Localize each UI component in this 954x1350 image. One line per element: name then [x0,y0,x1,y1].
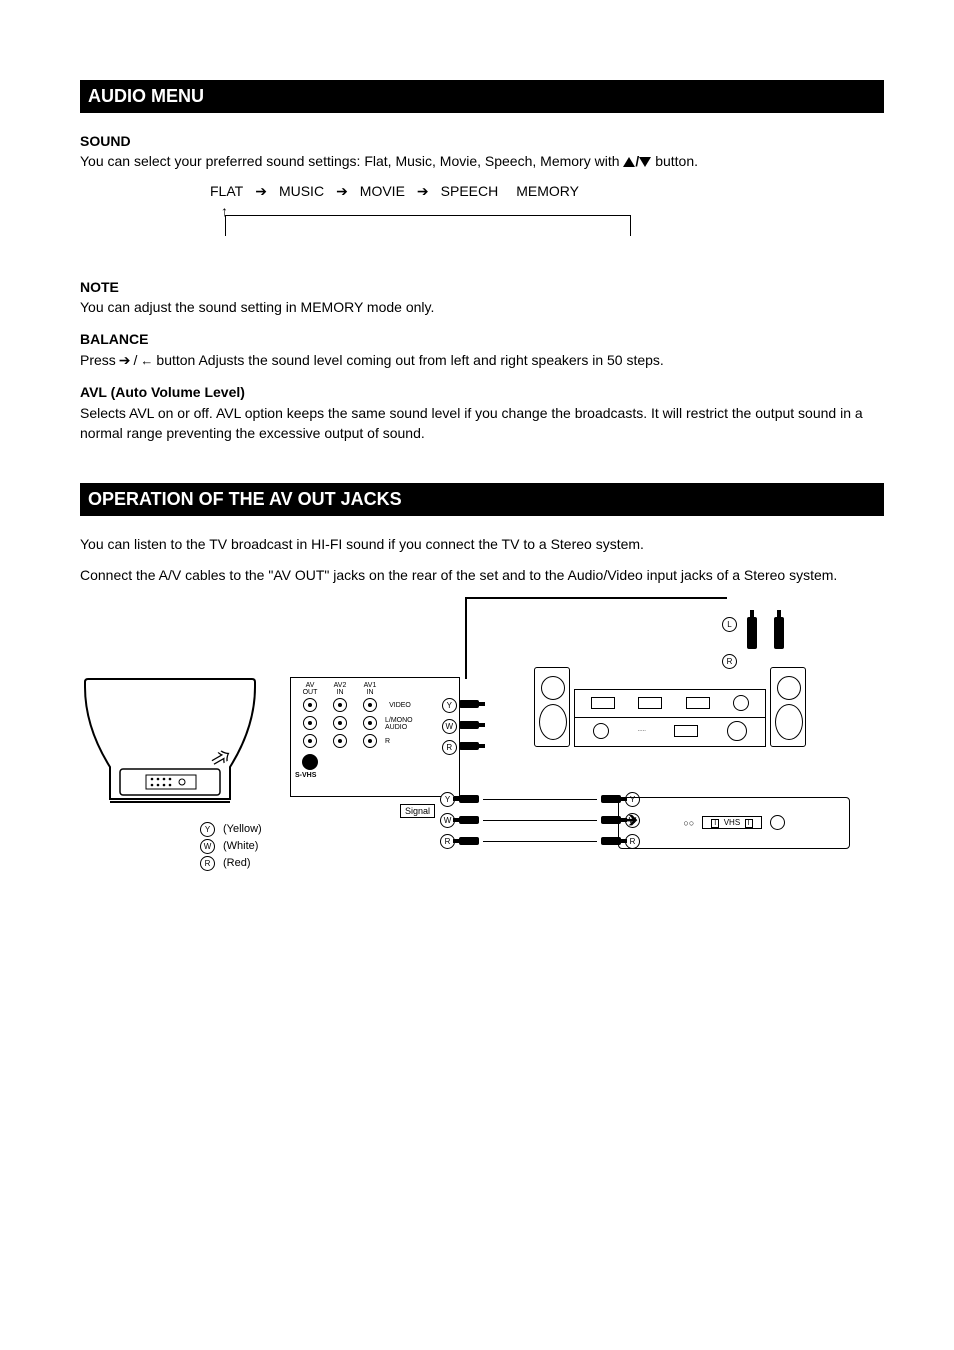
flow-item-1: MUSIC [279,181,324,201]
legend-yellow: (Yellow) [223,823,262,835]
balance-text: Press➔/←button Adjusts the sound level c… [80,350,884,371]
up-triangle-icon [623,152,635,172]
svhs-jack-icon [302,754,318,770]
down-triangle-icon [639,152,651,172]
flow-item-3: SPEECH [441,181,499,201]
sound-text-a: You can select your preferred sound sett… [80,153,623,169]
section1-title: AUDIO MENU [80,80,884,113]
arrow-right-icon: ➔ [336,181,348,201]
sound-text-b: button. [655,153,698,169]
rca-pair: L R [722,617,804,667]
signal-label: Signal [400,804,435,818]
section2-title: OPERATION OF THE AV OUT JACKS [80,483,884,516]
note-text: You can adjust the sound setting in MEMO… [80,297,884,317]
plug-icon [459,742,479,750]
section2-body: You can listen to the TV broadcast in HI… [80,534,884,585]
row-video: VIDEO [385,702,415,709]
legend-y-icon: Y [200,822,215,837]
arrow-right-icon: ➔ [417,181,429,201]
jack-icon [363,716,377,730]
legend-w-icon: W [200,839,215,854]
jack-icon [333,734,347,748]
flow-item-0: FLAT [210,181,243,201]
legend-r-icon: R [200,856,215,871]
arrow-right-icon: ➔ [255,181,267,201]
sound-flow: FLAT ➔ MUSIC ➔ MOVIE ➔ SPEECH MEMORY ↑ [80,181,884,261]
rca-plug-icon [774,617,784,649]
col-av2in: AV2IN [325,682,355,696]
svhs-label: S-VHS [295,772,455,779]
jack-panel: AVOUT AV2IN AV1IN VIDEO L/MONOAUDIO [290,677,460,797]
vcr-label: VHS [724,818,740,827]
section2-intro: You can listen to the TV broadcast in HI… [80,534,884,554]
vcr-icon: ○○ I VHS I [618,797,850,849]
jack-icon [333,698,347,712]
row-r: R [385,738,415,745]
color-legend: Y (Yellow) W (White) R (Red) [200,822,262,873]
letter-y-icon: Y [442,698,457,713]
av-cable-set: Y Y W W R R [440,792,640,855]
rca-plug-icon [747,617,757,649]
receiver-icon: ∙∙∙∙∙ [574,689,766,747]
legend-white: (White) [223,840,258,852]
jack-icon [303,734,317,748]
connection-diagram: ➾ AVOUT AV2IN AV1IN VIDEO L/MONOAUDIO [80,597,860,947]
flow-item-2: MOVIE [360,181,405,201]
avl-heading: AVL (Auto Volume Level) [80,382,884,402]
letter-w-icon: W [442,719,457,734]
rca-l-icon: L [722,617,737,632]
jack-icon [333,716,347,730]
col-avout: AVOUT [295,682,325,696]
speaker-right-icon [770,667,806,747]
plug-icon [459,795,479,803]
letter-r-icon: R [442,740,457,755]
stereo-system-icon: ∙∙∙∙∙ [530,667,810,787]
top-divider [394,82,884,84]
jack-icon [363,734,377,748]
tv-back-icon [80,677,260,817]
jack-icon [303,716,317,730]
legend-red: (Red) [223,857,251,869]
plug-icon [459,721,479,729]
speaker-left-icon [534,667,570,747]
section1-body: SOUND You can select your preferred soun… [80,131,884,443]
flow-item-4: MEMORY [516,181,579,201]
plug-icon [459,816,479,824]
balance-heading: BALANCE [80,329,884,349]
plug-icon [459,837,479,845]
jack-icon [363,698,377,712]
flow-loop-box [225,215,631,236]
plug-icon [459,700,479,708]
col-av1in: AV1IN [355,682,385,696]
avl-text: Selects AVL on or off. AVL option keeps … [80,403,884,444]
note-heading: NOTE [80,277,884,297]
section2-instruction: Connect the A/V cables to the "AV OUT" j… [80,565,884,585]
sound-heading: SOUND [80,131,884,151]
row-lmono: L/MONOAUDIO [385,717,429,731]
jack-icon [303,698,317,712]
